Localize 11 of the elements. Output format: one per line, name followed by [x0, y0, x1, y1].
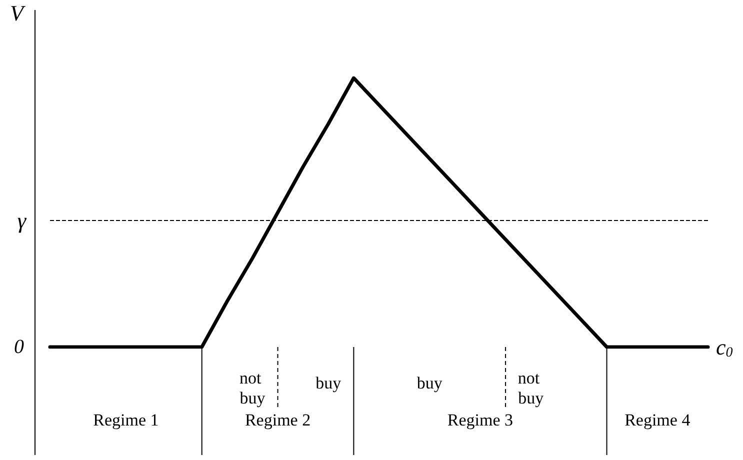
- text: Regime 2: [244, 410, 311, 430]
- text: buy: [416, 374, 443, 392]
- text: not buy: [239, 368, 266, 408]
- text: buy: [316, 374, 342, 392]
- text: 0: [14, 336, 24, 358]
- text: Regime 4: [624, 410, 691, 430]
- text: Regime 1: [93, 410, 159, 430]
- text: not buy: [518, 368, 544, 408]
- text: Regime 3: [447, 410, 514, 430]
- ref-line-label: γ: [17, 208, 28, 234]
- y-axis-title: V: [10, 0, 26, 26]
